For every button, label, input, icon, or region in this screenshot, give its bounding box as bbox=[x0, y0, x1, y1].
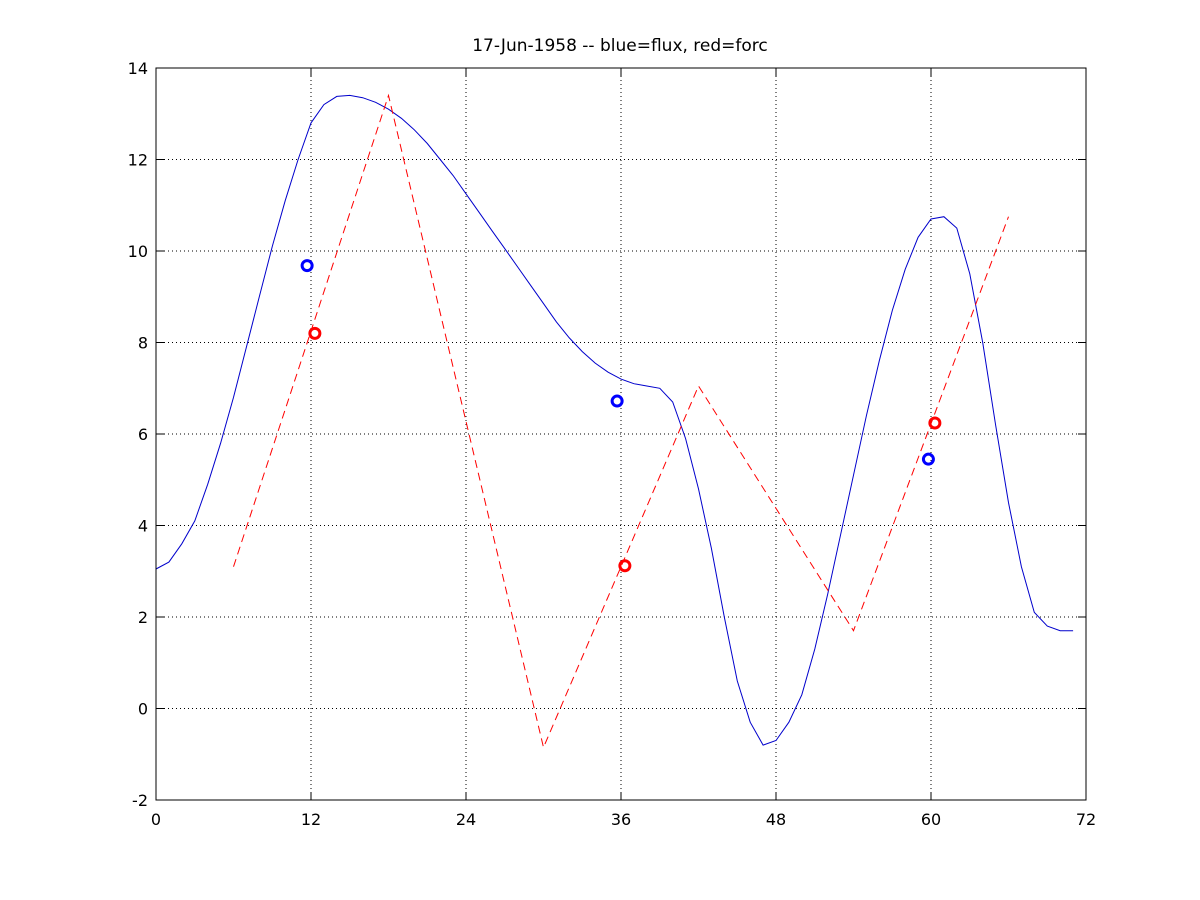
chart-title: 17-Jun-1958 -- blue=flux, red=forc bbox=[472, 36, 768, 56]
blue-circle-marker bbox=[610, 394, 624, 408]
x-tick-label: 36 bbox=[611, 810, 631, 829]
y-tick-label: -2 bbox=[132, 791, 148, 810]
series-layer bbox=[155, 93, 1074, 749]
x-tick-label: 24 bbox=[456, 810, 476, 829]
y-tick-label: 6 bbox=[138, 425, 148, 444]
flux-line bbox=[155, 94, 1074, 746]
grid-layer bbox=[156, 68, 1086, 800]
red-circle-marker bbox=[928, 416, 942, 430]
x-tick-label: 0 bbox=[151, 810, 161, 829]
y-tick-label: 14 bbox=[128, 59, 148, 78]
y-tick-label: 4 bbox=[138, 517, 148, 536]
y-tick-label: 10 bbox=[128, 242, 148, 261]
red-circle-marker bbox=[618, 559, 632, 573]
blue-circle-marker bbox=[300, 259, 314, 273]
y-tick-label: 0 bbox=[138, 700, 148, 719]
blue-circle-marker bbox=[921, 452, 935, 466]
y-tick-label: 12 bbox=[128, 151, 148, 170]
y-tick-label: 8 bbox=[138, 334, 148, 353]
red-circle-marker bbox=[308, 326, 322, 340]
x-tick-label: 12 bbox=[301, 810, 321, 829]
x-tick-label: 72 bbox=[1076, 810, 1096, 829]
x-tick-label: 60 bbox=[921, 810, 941, 829]
x-tick-label: 48 bbox=[766, 810, 786, 829]
y-tick-label: 2 bbox=[138, 608, 148, 627]
